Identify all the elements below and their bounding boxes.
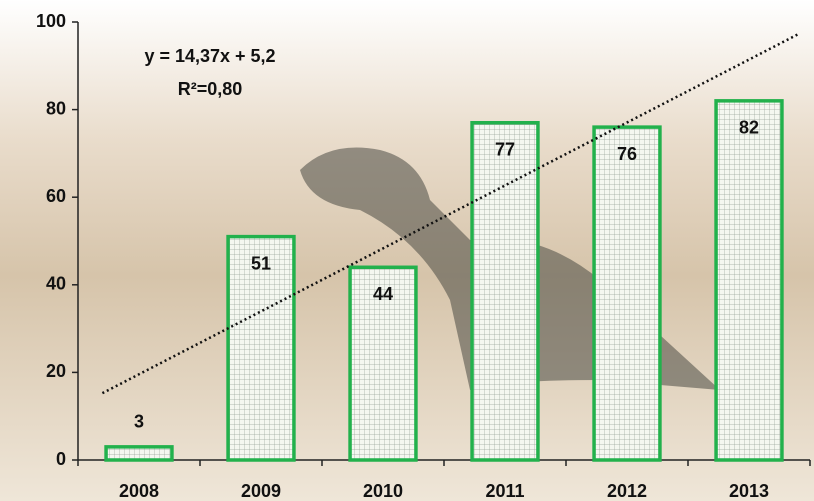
value-label: 77: [495, 139, 515, 159]
value-label: 82: [739, 118, 759, 138]
value-label: 3: [134, 412, 144, 432]
x-tick-label: 2011: [485, 481, 524, 501]
y-tick-label: 40: [46, 274, 66, 294]
trendline-equation: y = 14,37x + 5,2: [144, 46, 275, 66]
x-tick-label: 2009: [241, 481, 281, 501]
x-tick-label: 2008: [119, 481, 159, 501]
bar: [472, 123, 538, 460]
x-tick-label: 2012: [607, 481, 647, 501]
r-squared: R²=0,80: [178, 79, 243, 99]
page: y = 14,37x + 5,2 R²=0,80 0 20 40 60 80 100 200…: [0, 0, 814, 501]
bar: [716, 101, 782, 460]
y-tick-label: 0: [56, 449, 66, 469]
value-label: 44: [373, 284, 393, 304]
value-label: 51: [251, 253, 271, 273]
bar: [594, 127, 660, 460]
x-tick-label: 2010: [363, 481, 403, 501]
y-tick-label: 100: [36, 11, 66, 31]
y-tick-label: 20: [46, 361, 66, 381]
bar: [106, 447, 172, 460]
y-tick-label: 80: [46, 98, 66, 118]
y-tick-label: 60: [46, 186, 66, 206]
value-label: 76: [617, 144, 637, 164]
x-tick-label: 2013: [729, 481, 769, 501]
chart: y = 14,37x + 5,2 R²=0,80 0 20 40 60 80 100 200…: [0, 0, 814, 501]
